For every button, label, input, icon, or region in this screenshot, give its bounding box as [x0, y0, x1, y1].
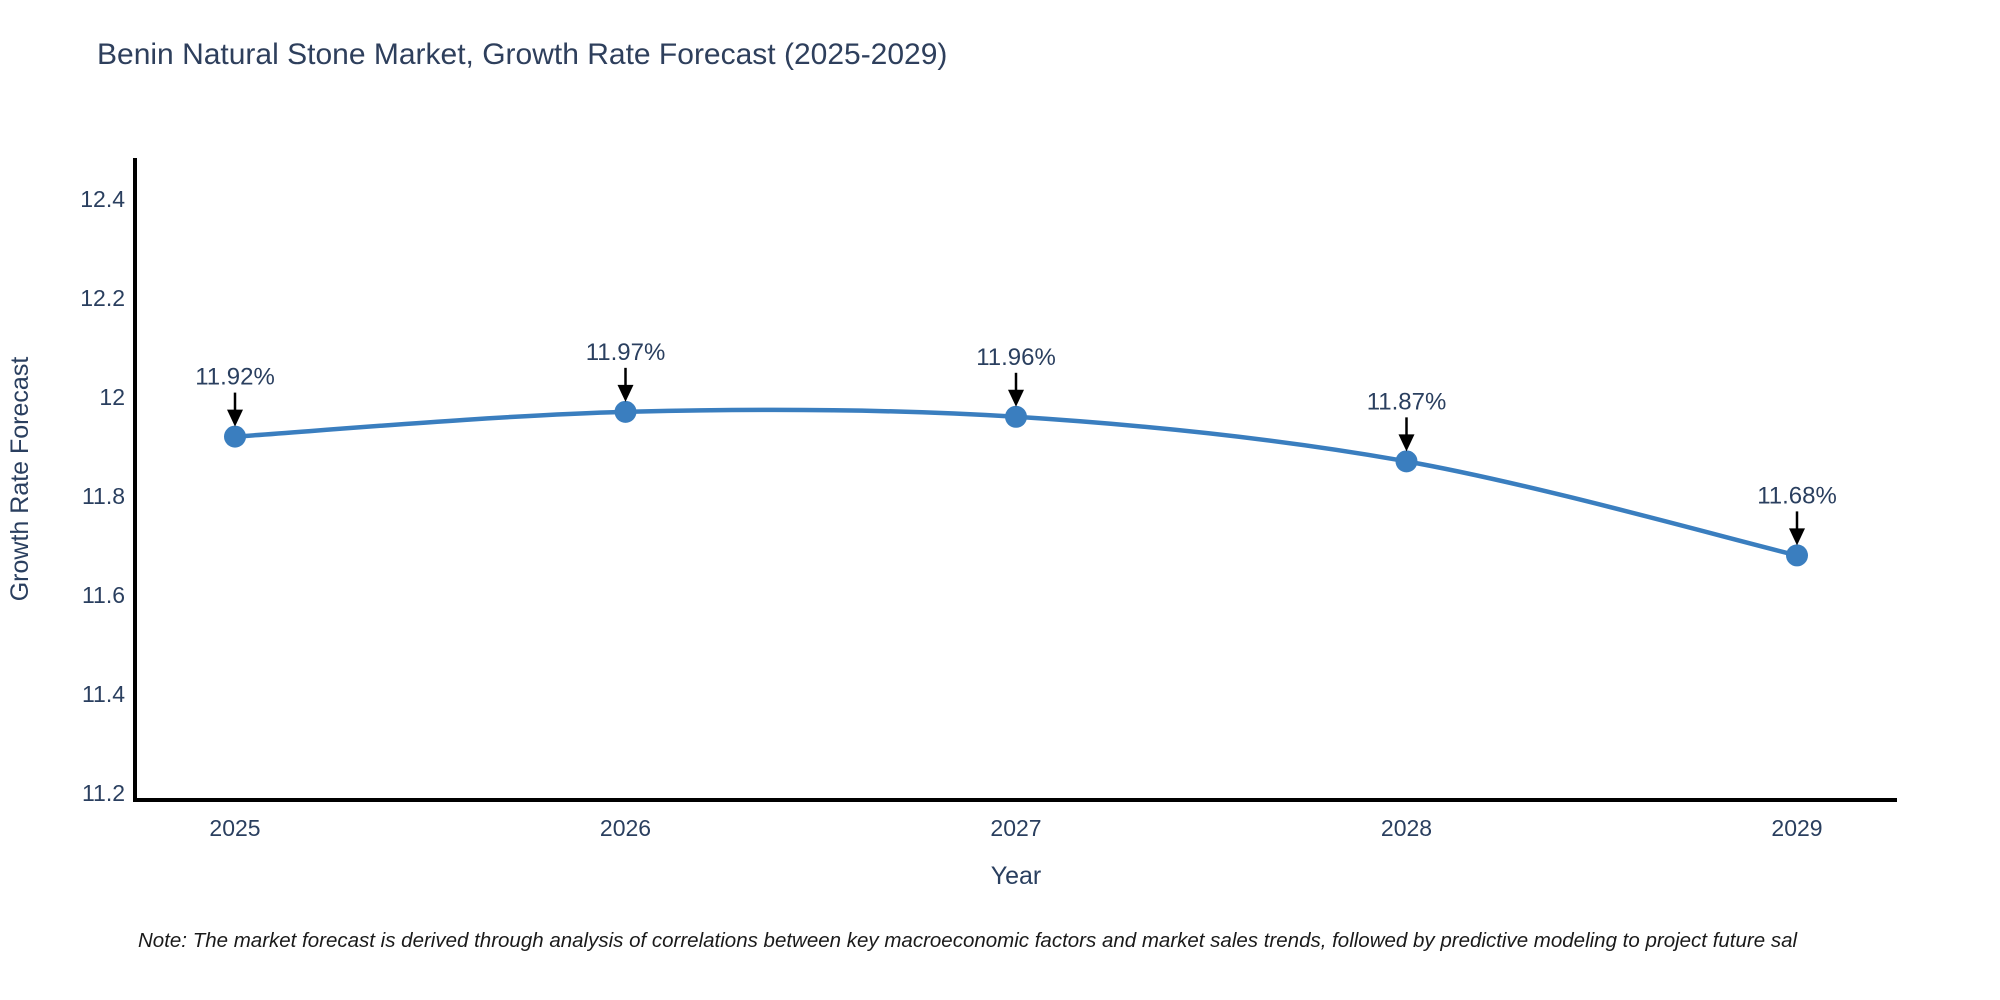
- data-point-label: 11.92%: [195, 364, 275, 391]
- data-point-label: 11.87%: [1367, 388, 1447, 415]
- data-point-marker: [1005, 405, 1027, 428]
- y-tick-label: 11.8: [82, 483, 125, 509]
- y-tick-label: 12.4: [80, 186, 125, 212]
- x-tick-label: 2028: [1381, 815, 1432, 841]
- annotation-arrow-head: [1789, 528, 1805, 546]
- y-tick-label: 11.6: [82, 582, 125, 608]
- x-tick-label: 2027: [990, 815, 1041, 841]
- data-point-label: 11.68%: [1757, 482, 1837, 509]
- y-tick-label: 12: [99, 384, 125, 410]
- y-tick-label: 12.2: [80, 285, 125, 311]
- x-tick-label: 2029: [1771, 815, 1822, 841]
- x-tick-label: 2026: [600, 815, 651, 841]
- forecast-line: [234, 407, 1798, 558]
- x-tick-label: 2025: [209, 815, 260, 841]
- plot-generated-content: 11.2 11.4 11.6 11.8 12 12.2 12.4 2025 2026 2027 20…: [80, 158, 1897, 841]
- data-point-label: 11.97%: [586, 339, 666, 366]
- annotation-arrow-head: [1398, 434, 1415, 452]
- x-axis-title: Year: [991, 862, 1042, 890]
- annotation-arrow-head: [1008, 389, 1024, 407]
- annotation-arrow-head: [617, 384, 634, 402]
- y-tick-label: 11.4: [82, 681, 125, 707]
- annotation-arrow-head: [227, 409, 243, 427]
- data-point-marker: [614, 400, 637, 423]
- data-point-marker: [224, 425, 246, 448]
- chart-title: Benin Natural Stone Market, Growth Rate …: [97, 38, 947, 71]
- y-axis-title: Growth Rate Forecast: [6, 357, 34, 602]
- footnote: Note: The market forecast is derived thr…: [138, 929, 1798, 952]
- data-point-marker: [1786, 544, 1808, 567]
- data-point-marker: [1395, 450, 1418, 473]
- data-point-label: 11.96%: [976, 344, 1056, 371]
- y-tick-label: 11.2: [82, 780, 125, 806]
